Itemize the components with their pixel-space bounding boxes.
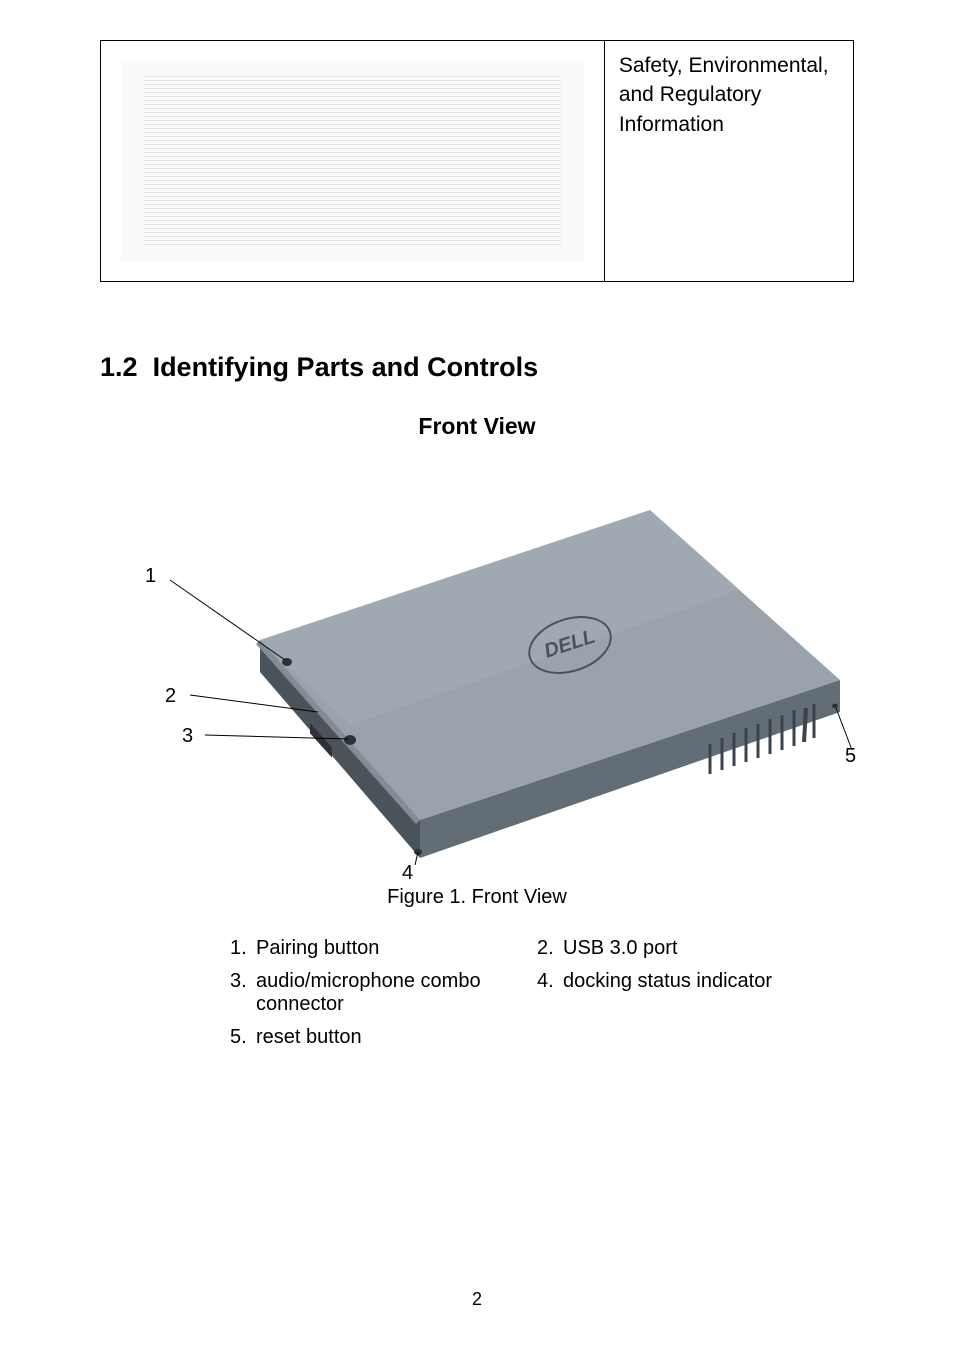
- regulatory-sheet-thumbnail: [121, 60, 583, 262]
- list-item: 5. reset button: [230, 1026, 507, 1049]
- figure-subheading: Front View: [100, 413, 854, 440]
- reset-pinhole: [832, 704, 838, 709]
- section-number: 1.2: [100, 352, 138, 382]
- callout-1: 1: [145, 565, 156, 588]
- thumbnail-cell: [101, 41, 605, 281]
- list-item: 2. USB 3.0 port: [537, 937, 814, 960]
- part-label: USB 3.0 port: [563, 937, 678, 960]
- list-item: 4. docking status indicator: [537, 970, 814, 1016]
- leader-5: [836, 708, 852, 750]
- list-item: 1. Pairing button: [230, 937, 507, 960]
- page-number: 2: [0, 1289, 954, 1310]
- list-item: 3. audio/microphone combo connector: [230, 970, 507, 1016]
- part-number: 1.: [230, 937, 256, 960]
- part-number: 3.: [230, 970, 256, 993]
- part-number: 2.: [537, 937, 563, 960]
- callout-3: 3: [182, 725, 193, 748]
- part-label: docking status indicator: [563, 970, 772, 993]
- device-illustration: DELL: [100, 450, 860, 870]
- section-heading: 1.2 Identifying Parts and Controls: [100, 352, 854, 383]
- section-title: Identifying Parts and Controls: [153, 352, 539, 382]
- info-text-cell: Safety, Environmental, and Regulatory In…: [605, 41, 853, 281]
- figure-caption: Figure 1. Front View: [100, 886, 854, 909]
- leader-1: [170, 580, 285, 660]
- port-3: [344, 735, 356, 745]
- part-number: 5.: [230, 1026, 256, 1049]
- info-text: Safety, Environmental, and Regulatory In…: [619, 54, 829, 136]
- part-label: Pairing button: [256, 937, 379, 960]
- callout-2: 2: [165, 685, 176, 708]
- part-label: reset button: [256, 1026, 362, 1049]
- parts-list: 1. Pairing button 2. USB 3.0 port 3. aud…: [100, 937, 854, 1049]
- part-label: audio/microphone combo connector: [256, 970, 507, 1016]
- info-table: Safety, Environmental, and Regulatory In…: [100, 40, 854, 282]
- callout-4: 4: [402, 862, 413, 885]
- part-number: 4.: [537, 970, 563, 993]
- figure-front-view: DELL 1 2 3 4 5: [100, 450, 854, 880]
- callout-5: 5: [845, 745, 856, 768]
